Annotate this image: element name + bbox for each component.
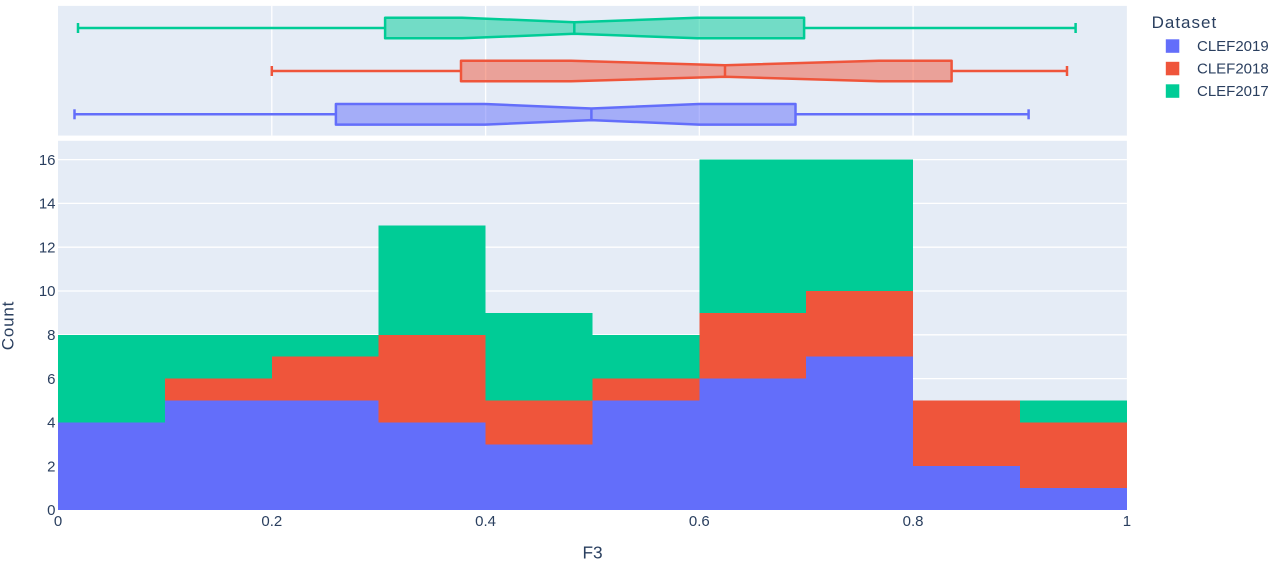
svg-text:Dataset: Dataset	[1152, 13, 1218, 32]
svg-text:0.8: 0.8	[903, 513, 924, 530]
svg-text:0: 0	[47, 502, 55, 519]
svg-text:CLEF2019: CLEF2019	[1197, 38, 1269, 55]
svg-text:CLEF2017: CLEF2017	[1197, 83, 1269, 100]
svg-text:4: 4	[47, 415, 55, 432]
svg-text:CLEF2018: CLEF2018	[1197, 60, 1269, 77]
svg-text:8: 8	[47, 327, 55, 344]
svg-text:12: 12	[39, 239, 56, 256]
svg-text:0: 0	[54, 513, 62, 530]
svg-text:1: 1	[1123, 513, 1131, 530]
svg-text:F3: F3	[583, 543, 603, 563]
svg-text:6: 6	[47, 371, 55, 388]
svg-text:10: 10	[39, 283, 56, 300]
svg-text:0.4: 0.4	[475, 513, 496, 530]
svg-text:14: 14	[39, 196, 56, 213]
svg-text:0.2: 0.2	[261, 513, 282, 530]
svg-text:0.6: 0.6	[689, 513, 710, 530]
svg-text:16: 16	[39, 152, 56, 169]
svg-text:Count: Count	[0, 301, 18, 350]
svg-text:2: 2	[47, 458, 55, 475]
